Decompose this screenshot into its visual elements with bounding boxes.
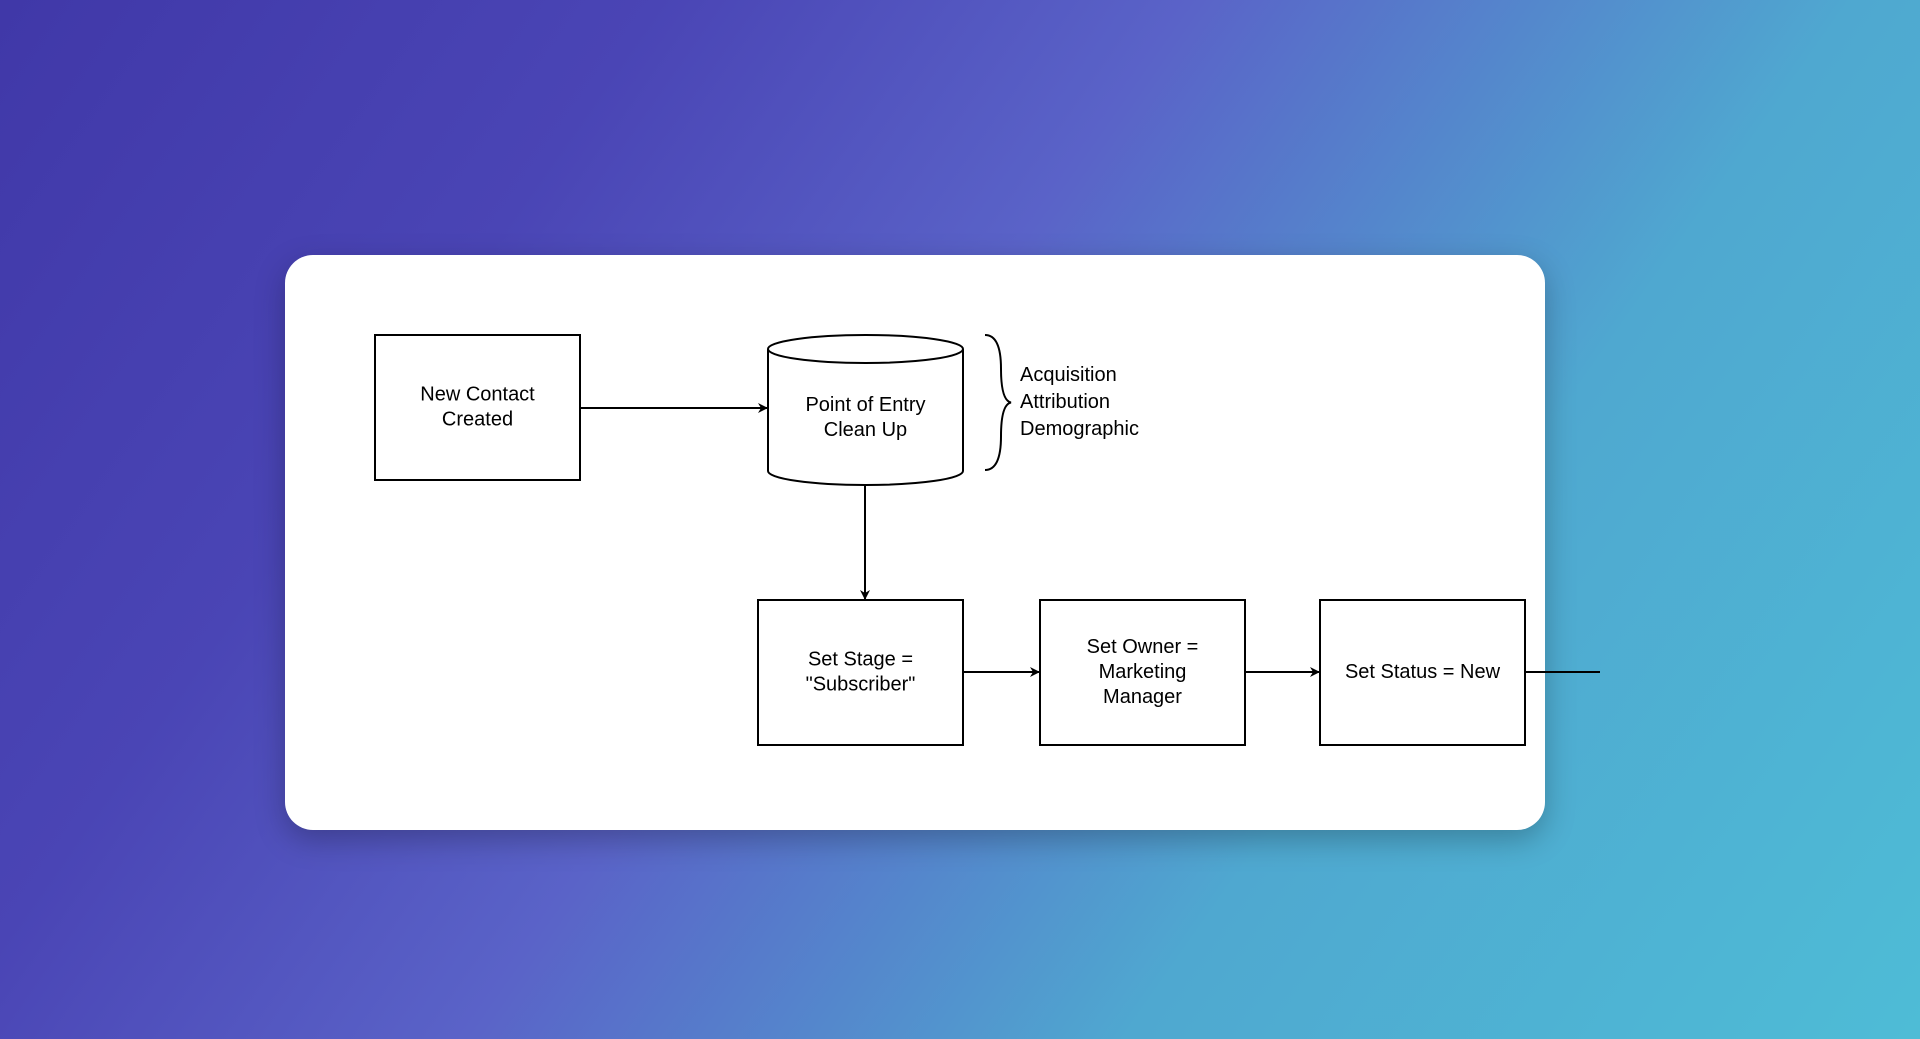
node-n3: Set Stage = "Subscriber" <box>758 600 963 745</box>
brace-label: Acquisition <box>1020 364 1117 386</box>
node-n2: Point of Entry Clean Up <box>768 335 963 485</box>
brace-label: Attribution <box>1020 391 1110 413</box>
node-label: Created <box>442 408 513 430</box>
flowchart-svg: New Contact Created Point of Entry Clean Up… <box>0 0 1920 1039</box>
node-label: Marketing <box>1099 661 1187 683</box>
node-label: Manager <box>1103 686 1182 708</box>
node-label: Set Stage = <box>808 648 913 670</box>
node-n4: Set Owner = Marketing Manager <box>1040 600 1245 745</box>
brace-label: Demographic <box>1020 418 1139 440</box>
node-label: Set Owner = <box>1087 636 1199 658</box>
node-n1: New Contact Created <box>375 335 580 480</box>
node-label: Point of Entry <box>805 394 925 416</box>
gradient-background: New Contact Created Point of Entry Clean Up… <box>0 0 1920 1039</box>
nodes-group: New Contact Created Point of Entry Clean Up… <box>375 335 1525 745</box>
curly-brace <box>985 335 1011 470</box>
node-label: New Contact <box>420 383 535 405</box>
brace-group: Acquisition Attribution Demographic <box>985 335 1139 470</box>
node-n5: Set Status = New <box>1320 600 1525 745</box>
node-label: "Subscriber" <box>806 673 916 695</box>
node-label: Clean Up <box>824 419 907 441</box>
node-label: Set Status = New <box>1345 661 1501 683</box>
